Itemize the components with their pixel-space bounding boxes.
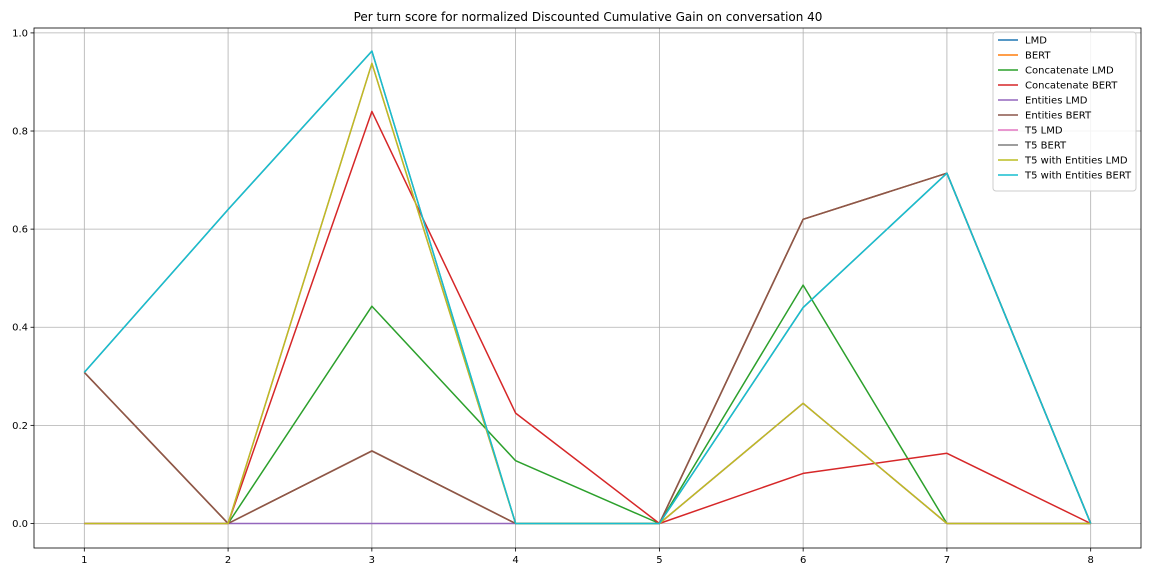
- legend-box: [992, 31, 1137, 192]
- series-line-t5-with-entities-bert: [83, 50, 1092, 525]
- legend-label: T5 LMD: [1024, 126, 1063, 137]
- series-line-concatenate-bert: [84, 110, 1092, 525]
- series-line-entities-bert: [83, 172, 1092, 525]
- x-tick-label: 1: [81, 555, 87, 566]
- plot-frame: [33, 27, 1142, 549]
- x-tick-label: 2: [225, 555, 231, 566]
- y-tick-label: 1.0: [12, 28, 28, 39]
- chart-title: Per turn score for normalized Discounted…: [354, 10, 823, 24]
- y-tick-label: 0.0: [12, 519, 28, 530]
- x-tick-label: 4: [512, 555, 518, 566]
- series-line-t5-bert: [83, 50, 1092, 525]
- y-tick-label: 0.2: [12, 421, 28, 432]
- axes-layer: 1 2 3 4 5 6 7 8 0.0 0.2 0.4 0.6 0.8 1.0: [12, 27, 1142, 566]
- series-line-entities-lmd: [84, 402, 1091, 525]
- grid-layer: [34, 28, 1141, 548]
- legend-label: T5 BERT: [1024, 141, 1067, 152]
- legend-label: Concatenate BERT: [1025, 81, 1118, 92]
- x-tick-label: 6: [800, 555, 806, 566]
- y-tick-label: 0.6: [12, 225, 28, 236]
- legend: LMD BERT Concatenate LMD Concatenate BERT En…: [992, 31, 1137, 192]
- legend-label: Entities BERT: [1025, 111, 1092, 122]
- y-tick-label: 0.8: [12, 127, 28, 138]
- legend-label: BERT: [1025, 51, 1051, 62]
- x-tick-label: 3: [369, 555, 375, 566]
- legend-label: Entities LMD: [1025, 96, 1088, 107]
- legend-label: T5 with Entities LMD: [1024, 156, 1128, 167]
- x-tick-label: 8: [1087, 555, 1093, 566]
- series-line-bert: [83, 172, 1092, 525]
- legend-label: T5 with Entities BERT: [1024, 171, 1132, 182]
- x-tick-label: 7: [944, 555, 950, 566]
- series-line-lmd: [83, 172, 1092, 525]
- series-line-concatenate-lmd: [84, 284, 1091, 525]
- y-tick-label: 0.4: [12, 323, 28, 334]
- legend-label: LMD: [1025, 36, 1047, 47]
- series-layer: [83, 50, 1092, 525]
- legend-label: Concatenate LMD: [1025, 66, 1114, 77]
- x-tick-label: 5: [656, 555, 662, 566]
